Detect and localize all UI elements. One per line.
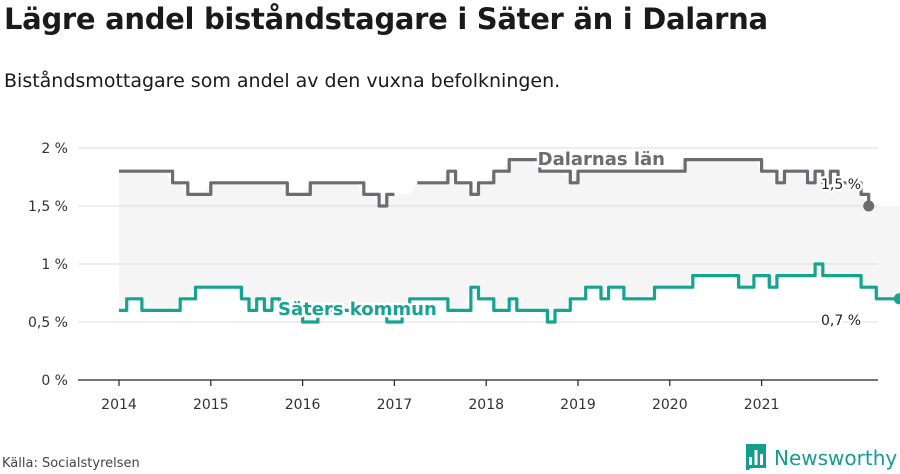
source-note: Källa: Socialstyrelsen — [2, 456, 140, 471]
x-tick-label: 2017 — [377, 397, 413, 413]
series-line — [417, 158, 871, 206]
x-tick-label: 2015 — [193, 397, 229, 413]
x-tick-label: 2019 — [560, 397, 596, 413]
x-axis: 2014 2015 2016 2017 2018 2019 2020 2021 — [78, 379, 878, 413]
x-tick-label: 2016 — [285, 397, 321, 413]
y-tick-label: 1 % — [41, 257, 68, 273]
x-tick-label: 2020 — [652, 397, 688, 413]
y-tick-label: 0 % — [41, 373, 68, 389]
y-tick-label: 1,5 % — [28, 199, 68, 215]
range-band-area — [119, 159, 900, 322]
brand-logo[interactable]: Newsworthy — [744, 442, 897, 474]
bar-chart-logo-icon — [744, 442, 768, 474]
end-point-marker — [893, 293, 900, 305]
series-label-dalarna-halo: Dalarnas län — [538, 149, 665, 170]
brand-name: Newsworthy — [774, 446, 898, 470]
series-label-dalarna: Dalarnas län — [538, 149, 665, 170]
end-point-marker — [863, 200, 875, 212]
y-axis-ticks: 0 % 0,5 % 1 % 1,5 % 2 % — [28, 141, 68, 389]
range-band — [119, 159, 900, 322]
end-value-label-sater-halo: 0,7 % — [821, 313, 861, 329]
x-tick-label: 2021 — [744, 397, 780, 413]
y-tick-label: 0,5 % — [28, 315, 68, 331]
x-tick-label: 2014 — [101, 397, 137, 413]
end-value-label-dalarna-halo: 1,5 % — [821, 177, 861, 193]
end-value-label-dalarna: 1,5 % — [821, 177, 861, 193]
chart-subtitle: Biståndsmottagare som andel av den vuxna… — [4, 70, 561, 92]
end-value-label-sater: 0,7 % — [821, 313, 861, 329]
gridlines — [78, 147, 878, 323]
x-tick-label: 2018 — [468, 397, 504, 413]
series-lines — [119, 158, 900, 324]
series-line — [119, 262, 900, 324]
series-label-sater: Säters kommun — [278, 299, 437, 320]
series-line — [119, 169, 395, 208]
series-label-sater-halo: Säters kommun — [278, 299, 437, 320]
y-tick-label: 2 % — [41, 141, 68, 157]
chart-title: Lägre andel biståndstagare i Säter än i … — [4, 2, 768, 36]
